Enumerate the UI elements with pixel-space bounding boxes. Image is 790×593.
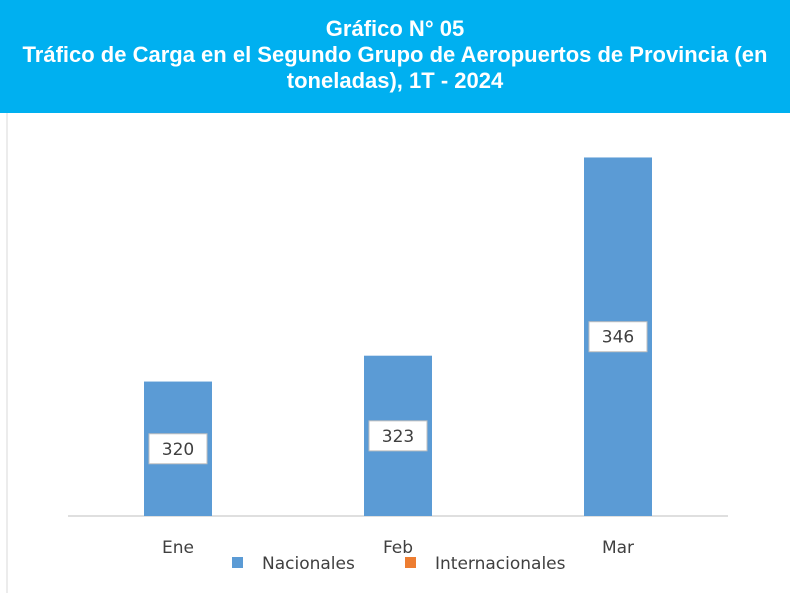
chart-title: Gráfico N° 05 — [325, 16, 465, 41]
x-tick-label: Feb — [383, 538, 413, 558]
x-tick-label: Mar — [602, 538, 634, 558]
data-label: 346 — [602, 328, 634, 348]
data-label-box — [148, 433, 208, 465]
x-tick-label: Ene — [162, 538, 194, 558]
data-label-box — [588, 321, 648, 353]
legend-swatch — [405, 557, 416, 568]
legend-label: Internacionales — [435, 554, 566, 574]
data-label: 320 — [162, 440, 194, 460]
data-label: 323 — [382, 427, 414, 447]
header: Gráfico N° 05 Tráfico de Carga en el Seg… — [0, 0, 790, 113]
legend-label: Nacionales — [262, 554, 355, 574]
data-label-box — [368, 420, 428, 452]
chart-subtitle: Tráfico de Carga en el Segundo Grupo de … — [22, 42, 768, 93]
legend-swatch — [232, 557, 243, 568]
